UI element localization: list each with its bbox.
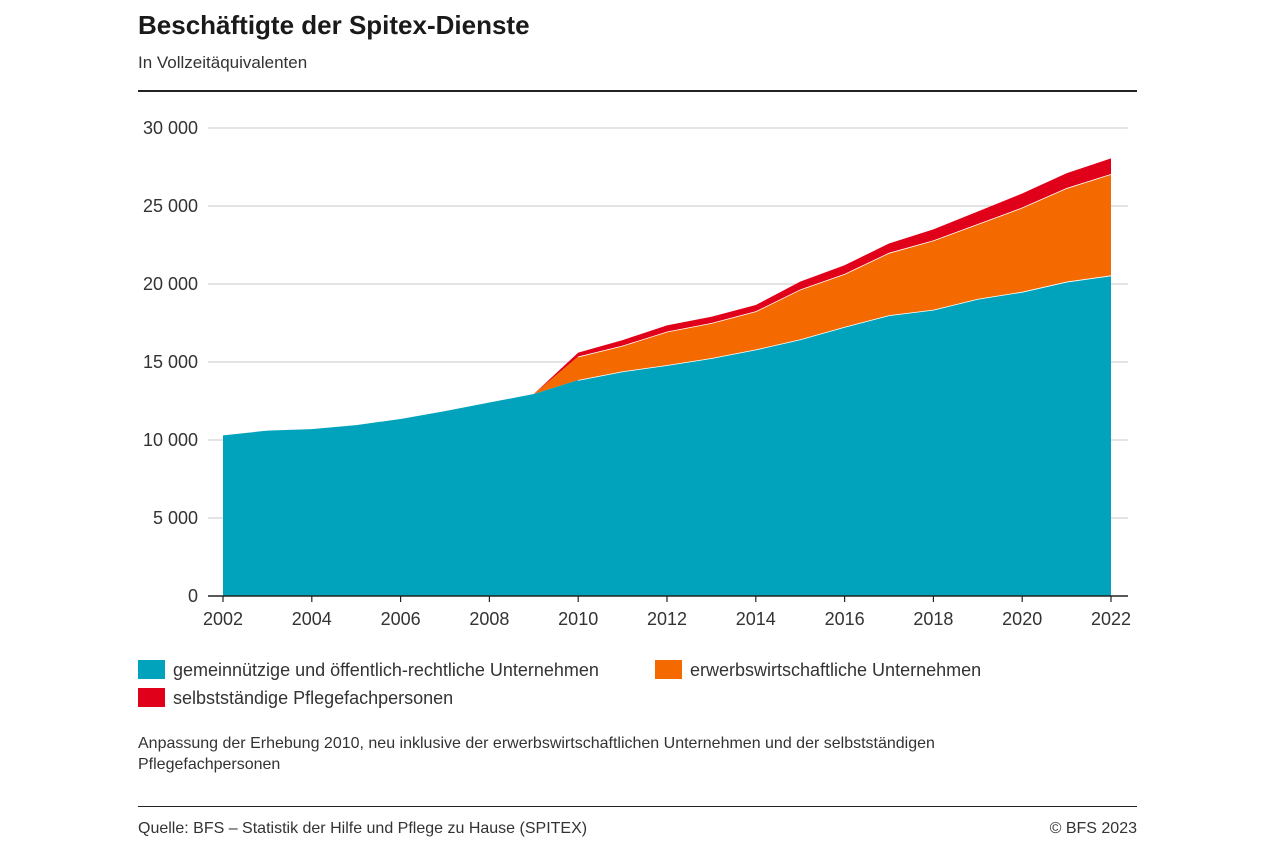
x-tick-label: 2022 [1091, 609, 1131, 629]
legend-item-commercial: erwerbswirtschaftliche Unternehmen [655, 660, 981, 681]
y-tick-label: 30 000 [143, 118, 198, 138]
footnote: Anpassung der Erhebung 2010, neu inklusi… [138, 735, 935, 773]
bottom-rule [138, 806, 1137, 807]
stacked-area-chart: 0 5 000 10 000 15 000 20 000 25 000 30 000 2002… [143, 118, 1131, 629]
x-tick-label: 2004 [292, 609, 332, 629]
x-tick-label: 2014 [736, 609, 776, 629]
chart-title: Beschäftigte der Spitex-Dienste [138, 10, 530, 40]
axis-layer: 0 5 000 10 000 15 000 20 000 25 000 30 000 2002… [143, 118, 1131, 629]
x-tick-label: 2002 [203, 609, 243, 629]
legend-label-commercial: erwerbswirtschaftliche Unternehmen [690, 660, 982, 680]
legend-swatch-independent [138, 688, 165, 707]
top-rule [138, 90, 1137, 92]
y-tick-label: 20 000 [143, 274, 198, 294]
source-text: Quelle: BFS – Statistik der Hilfe und Pf… [138, 820, 588, 837]
x-tick-label: 2008 [469, 609, 509, 629]
x-tick-label: 2012 [647, 609, 687, 629]
legend-item-public: gemeinnützige und öffentlich-rechtliche … [138, 660, 599, 681]
x-tick-label: 2010 [558, 609, 598, 629]
legend-swatch-commercial [655, 660, 682, 679]
y-tick-label: 10 000 [143, 430, 198, 450]
legend-label-public: gemeinnützige und öffentlich-rechtliche … [173, 660, 599, 680]
y-tick-label: 5 000 [153, 508, 198, 528]
chart-subtitle: In Vollzeitäquivalenten [138, 53, 308, 72]
area-series-1 [223, 275, 1111, 596]
legend-label-independent: selbstständige Pflegefachpersonen [173, 688, 454, 708]
area-series-2 [223, 174, 1111, 436]
area-layer [223, 158, 1112, 596]
copyright-text: © BFS 2023 [1049, 820, 1137, 837]
legend-item-independent: selbstständige Pflegefachpersonen [138, 688, 453, 709]
y-tick-label: 15 000 [143, 352, 198, 372]
x-tick-label: 2018 [913, 609, 953, 629]
x-tick-label: 2006 [381, 609, 421, 629]
x-tick-label: 2016 [825, 609, 865, 629]
legend-swatch-public [138, 660, 165, 679]
y-tick-label: 0 [188, 586, 198, 606]
x-tick-label: 2020 [1002, 609, 1042, 629]
y-tick-label: 25 000 [143, 196, 198, 216]
